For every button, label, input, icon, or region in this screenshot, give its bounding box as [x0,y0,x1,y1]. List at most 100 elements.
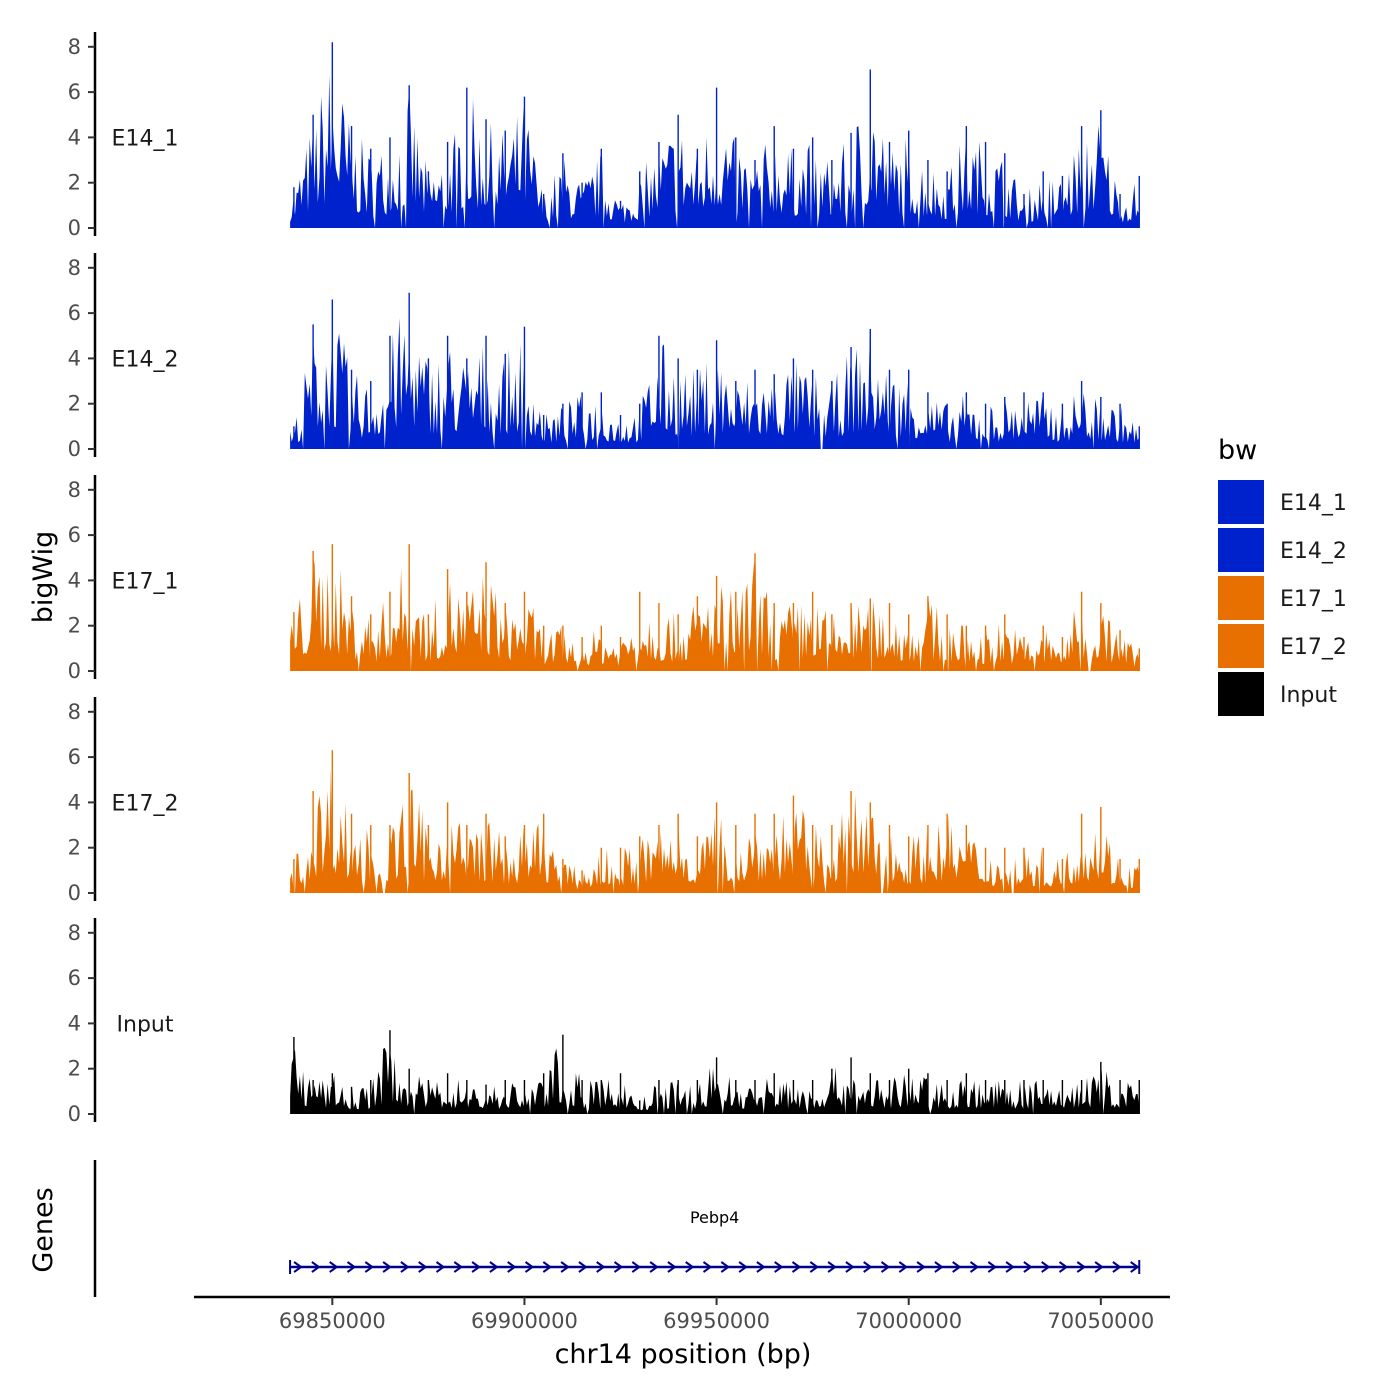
track-input: 0 2 4 6 8 Input [68,918,1140,1126]
x-tick-label: 70000000 [855,1309,962,1333]
y-tick-label: 8 [68,921,81,945]
y-tick-label: 2 [68,836,81,860]
strand-arrow [667,1261,677,1273]
y-tick-label: 8 [68,256,81,280]
y-tick-label: 6 [68,523,81,547]
strand-arrow [578,1261,588,1273]
y-tick-label: 0 [68,1102,81,1126]
strand-arrow [827,1261,837,1273]
legend-label: E14_2 [1280,539,1347,564]
y-tick-label: 0 [68,659,81,683]
y-tick-label: 8 [68,35,81,59]
legend-label: E14_1 [1280,491,1347,516]
strand-arrow [756,1261,766,1273]
strand-arrow [702,1261,713,1273]
legend-label: Input [1280,683,1337,708]
strand-arrow [311,1261,321,1273]
y-tick-label: 4 [68,790,81,814]
gene-panel: Pebp4 [93,1160,1141,1297]
y-tick-label: 2 [68,171,81,195]
strand-arrow [969,1261,980,1273]
strand-arrow [489,1261,499,1273]
y-tick-label: 0 [68,216,81,240]
y-tick-label: 2 [68,392,81,416]
gene-label: Pebp4 [690,1208,739,1227]
strand-arrow [916,1261,926,1273]
legend-label: E17_2 [1280,635,1347,660]
strand-arrow [1112,1261,1122,1273]
legend-title: bw [1218,435,1257,466]
y-tick-label: 2 [68,614,81,638]
track-label: E14_1 [112,126,179,151]
strand-arrow [898,1261,909,1273]
strand-arrow [542,1261,553,1273]
strand-arrow [382,1261,392,1273]
strand-arrow [329,1261,339,1273]
legend-label: E17_1 [1280,587,1347,612]
y-tick-label: 0 [68,437,81,461]
y-axis-title: bigWig [28,531,59,624]
strand-arrow [418,1261,428,1273]
strand-arrow [293,1261,303,1273]
strand-arrow [774,1261,784,1273]
strand-arrow [649,1261,659,1273]
strand-arrow [720,1261,731,1273]
strand-arrow [435,1261,446,1273]
strand-arrow [364,1261,375,1273]
strand-arrow [1076,1261,1087,1273]
y-tick-label: 4 [68,125,81,149]
legend-swatch-e14-2 [1218,528,1264,572]
strand-arrow [596,1261,606,1273]
strand-arrow [863,1261,873,1273]
strand-arrow [524,1261,535,1273]
strand-arrow [952,1261,962,1273]
x-tick-label: 70050000 [1047,1309,1154,1333]
x-tick-label: 69850000 [279,1309,386,1333]
y-tick-label: 6 [68,745,81,769]
track-e14-1: 0 2 4 6 8 E14_1 [68,32,1140,240]
y-tick-label: 6 [68,966,81,990]
strand-arrow [400,1261,410,1273]
track-label: E14_2 [112,347,179,372]
y-tick-label: 4 [68,1011,81,1035]
coverage-area-input [290,1047,1140,1114]
strand-arrow [685,1261,695,1273]
strand-arrow [471,1261,481,1273]
y-tick-label: 4 [68,346,81,370]
strand-arrow [1094,1261,1104,1273]
strand-arrow [987,1261,998,1273]
track-label: E17_1 [112,569,179,594]
y-tick-label: 2 [68,1057,81,1081]
strand-arrow [1130,1261,1140,1273]
strand-arrow [809,1261,820,1273]
track-e17-1: 0 2 4 6 8 E17_1 [68,475,1140,683]
legend-swatch-e17-1 [1218,576,1264,620]
x-axis: 69850000 69900000 69950000 70000000 70050000 [194,1295,1170,1333]
y-tick-label: 8 [68,478,81,502]
track-e14-2: 0 2 4 6 8 E14_2 [68,253,1140,461]
strand-arrow [1058,1261,1069,1273]
strand-arrow [791,1261,802,1273]
strand-arrow [613,1261,624,1273]
legend-swatch-e14-1 [1218,480,1264,524]
coverage-area-e14-1 [290,74,1140,228]
y-tick-label: 6 [68,301,81,325]
strand-arrow [1041,1261,1051,1273]
strand-arrow [560,1261,570,1273]
legend: bw E14_1 E14_2 E17_1 E17_2 Input [1218,435,1347,716]
x-axis-title: chr14 position (bp) [555,1339,812,1370]
coverage-area-e17-2 [290,769,1140,893]
strand-arrow [738,1261,748,1273]
strand-arrow [453,1261,464,1273]
x-tick-label: 69950000 [663,1309,770,1333]
legend-swatch-input [1218,672,1264,716]
track-label: E17_2 [112,791,179,816]
strand-arrow [507,1261,517,1273]
strand-arrow [845,1261,855,1273]
strand-arrow [346,1261,357,1273]
coverage-area-e17-1 [290,557,1140,671]
legend-swatch-e17-2 [1218,624,1264,668]
track-label: Input [117,1012,174,1037]
strand-arrow [1005,1261,1015,1273]
